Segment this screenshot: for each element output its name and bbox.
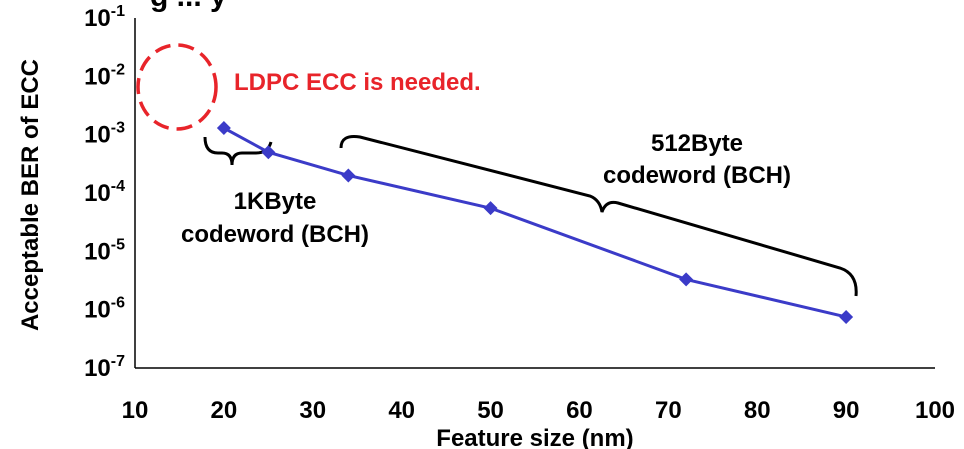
- y-axis-title: Acceptable BER of ECC: [17, 59, 44, 331]
- ldpc-annotation: LDPC ECC is needed.: [234, 69, 481, 96]
- x-tick-label: 30: [299, 397, 326, 424]
- x-tick-label: 70: [655, 397, 682, 424]
- x-tick-label: 60: [566, 397, 593, 424]
- y-tick-label: 10-5: [84, 236, 125, 265]
- y-tick-label: 10-7: [84, 353, 125, 382]
- plot-area: [134, 18, 935, 369]
- annotation-1kbyte-line2: codeword (BCH): [181, 221, 369, 248]
- series-line: [223, 126, 847, 319]
- x-tick-labels: 10 20 30 40 50 60 70 80 90 100: [122, 397, 955, 424]
- y-tick-labels: 10-7 10-6 10-5 10-4 10-3 10-2 10-1: [84, 3, 125, 382]
- y-tick-label: 10-3: [84, 120, 125, 149]
- x-tick-label: 50: [477, 397, 504, 424]
- y-tick-label: 10-2: [84, 61, 125, 90]
- x-tick-label: 90: [833, 397, 860, 424]
- series-acceptable-ber: [216, 121, 854, 324]
- data-point-marker: [261, 145, 276, 160]
- x-axis-title: Feature size (nm): [436, 425, 633, 449]
- data-point-marker: [483, 201, 498, 216]
- data-point-marker: [341, 168, 356, 183]
- x-tick-label: 20: [211, 397, 238, 424]
- chart-title-fragment: g ... y: [150, 0, 227, 13]
- ldpc-region-circle: [136, 43, 218, 131]
- x-tick-label: 100: [915, 397, 955, 424]
- y-tick-label: 10-6: [84, 295, 125, 324]
- annotation-512byte-line1: 512Byte: [651, 130, 743, 157]
- annotation-512byte-line2: codeword (BCH): [603, 162, 791, 189]
- data-point-marker: [216, 121, 231, 136]
- y-tick-label: 10-1: [84, 3, 125, 32]
- brace-1kbyte: [203, 136, 273, 166]
- x-tick-label: 10: [122, 397, 149, 424]
- x-tick-label: 80: [744, 397, 771, 424]
- annotation-1kbyte-line1: 1KByte: [234, 188, 317, 215]
- data-point-marker: [839, 309, 854, 324]
- brace-512byte: [339, 135, 858, 297]
- x-tick-label: 40: [388, 397, 415, 424]
- data-point-marker: [679, 272, 694, 287]
- y-tick-label: 10-4: [84, 178, 125, 207]
